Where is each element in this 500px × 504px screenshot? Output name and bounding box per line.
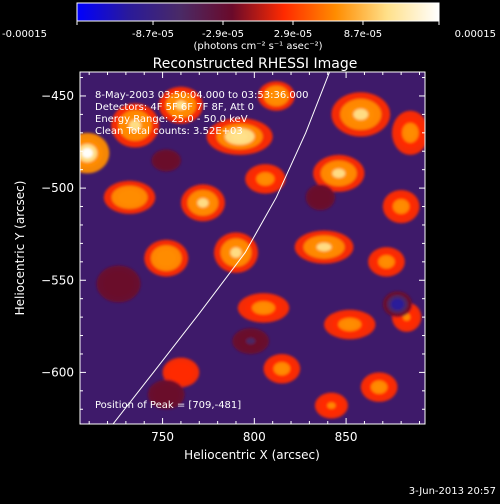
heatmap-source	[175, 100, 187, 110]
colorbar-tick-label: 8.7e-05	[344, 29, 382, 40]
colorbar-ticks: -0.00015 -8.7e-05 -2.9e-05 2.9e-05 8.7e-05 0.…	[2, 21, 496, 40]
x-tick-label: 850	[335, 430, 358, 444]
colorbar-gradient	[76, 2, 440, 22]
heatmap-source	[277, 365, 287, 373]
annotation-detectors: Detectors: 4F 5F 6F 7F 8F, Att 0	[95, 102, 254, 113]
y-tick-label: −500	[41, 181, 74, 195]
x-axis-label: Heliocentric X (arcsec)	[184, 448, 320, 462]
chart-title: Reconstructed RHESSI Image	[153, 56, 358, 72]
heatmap-source	[129, 119, 142, 131]
heatmap-source	[81, 148, 93, 159]
heatmap-source	[176, 368, 186, 377]
heatmap-source	[381, 258, 392, 266]
heatmap-source	[231, 131, 248, 142]
heatmap-source	[316, 194, 325, 201]
annotation-clean-counts: Clean Total counts: 3.52E+03	[95, 126, 243, 137]
colorbar-tick-label: -8.7e-05	[132, 29, 174, 40]
heatmap-source	[113, 279, 125, 289]
heatmap-source	[161, 390, 171, 399]
annotation-energy-range: Energy Range: 25.0 - 50.0 keV	[95, 114, 248, 125]
colorbar-tick-label: -2.9e-05	[202, 29, 244, 40]
heatmap-source	[271, 92, 281, 100]
footer-timestamp: 3-Jun-2013 20:57	[409, 486, 496, 497]
heatmap-source	[332, 168, 346, 178]
colorbar-tick-label: 2.9e-05	[274, 29, 312, 40]
heatmap-source	[257, 304, 270, 312]
annotation-time-range: 8-May-2003 03:50:04.000 to 03:53:36.000	[95, 90, 308, 101]
heatmap-source	[246, 337, 256, 345]
heatmap-source	[393, 300, 402, 308]
heatmap-source	[405, 127, 415, 139]
x-axis-ticks: 750 800 850	[88, 72, 420, 444]
heatmap-source	[162, 157, 170, 164]
y-axis-label: Heliocentric Y (arcsec)	[13, 181, 27, 316]
y-tick-label: −600	[41, 365, 74, 379]
heatmap-sources	[80, 81, 425, 419]
heatmap-area	[79, 71, 426, 425]
heatmap-source	[123, 193, 136, 202]
x-tick-label: 750	[151, 430, 174, 444]
heatmap-source	[353, 108, 369, 120]
heatmap-source	[197, 198, 209, 208]
colorbar-tick-label: -0.00015	[2, 29, 47, 40]
peak-position-label: Position of Peak = [709,-481]	[95, 400, 241, 411]
heatmap-source	[260, 175, 271, 183]
solar-limb-line	[112, 72, 331, 424]
colorbar-units: (photons cm⁻² s⁻¹ asec⁻²)	[193, 41, 322, 52]
y-axis-ticks: −450 −500 −550 −600	[41, 77, 425, 410]
heatmap-source	[160, 253, 172, 263]
heatmap-source	[230, 247, 242, 258]
plot-frame	[79, 71, 426, 425]
heatmap-source	[327, 402, 336, 409]
y-tick-label: −450	[41, 89, 74, 103]
heatmap-source	[316, 242, 332, 252]
heatmap-source	[374, 383, 384, 391]
annotations: 8-May-2003 03:50:04.000 to 03:53:36.000 …	[95, 90, 308, 411]
y-tick-label: −550	[41, 273, 74, 287]
heatmap-source	[343, 320, 357, 329]
colorbar-tick-label: 0.00015	[455, 29, 496, 40]
x-tick-label: 800	[243, 430, 266, 444]
heatmap-source	[396, 202, 406, 211]
colorbar: -0.00015 -8.7e-05 -2.9e-05 2.9e-05 8.7e-05 0.…	[2, 2, 496, 52]
